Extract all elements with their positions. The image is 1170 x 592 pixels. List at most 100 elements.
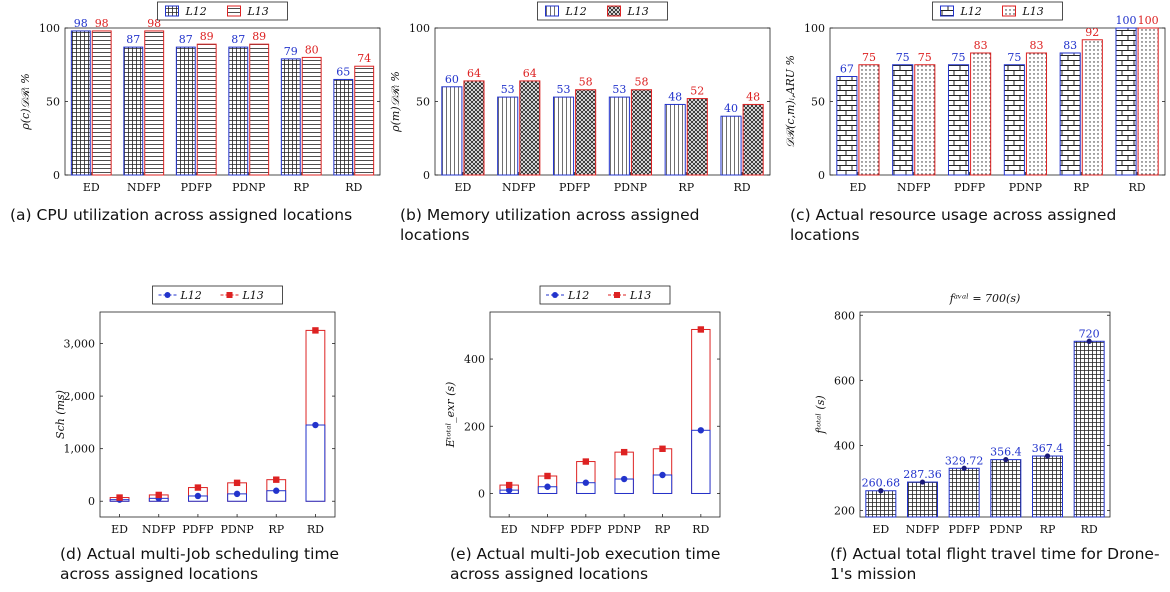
x-tick-label: PDNP bbox=[1009, 181, 1043, 194]
x-tick-label: RD bbox=[1081, 523, 1098, 536]
legend-label-L12: L12 bbox=[185, 5, 207, 18]
x-tick-label: RP bbox=[678, 181, 694, 194]
chart-panel-a: 0 50 100 ED 98 98 NDFP 87 98 PDFP 87 89 PDNP 87 89 RP 79… bbox=[0, 0, 390, 250]
caption-d: (d) Actual multi-Job scheduling time acr… bbox=[60, 545, 340, 583]
bar-L13-RP bbox=[1081, 39, 1103, 176]
legend bbox=[152, 285, 283, 305]
bar-L13-ED bbox=[91, 30, 112, 176]
caption-e: (e) Actual multi-Job execution time acro… bbox=[450, 545, 721, 583]
legend-label-L12: L12 bbox=[567, 289, 589, 302]
bar-L13-RD bbox=[354, 65, 375, 176]
marker-L13-PDFP bbox=[582, 458, 590, 465]
bar-L12-NDFP bbox=[497, 96, 519, 176]
x-tick-label: RP bbox=[1073, 181, 1089, 194]
data-label-L13-ED: 98 bbox=[95, 17, 109, 30]
data-label-L13-RP: 92 bbox=[1085, 26, 1099, 39]
data-label-L13-RP: 80 bbox=[305, 43, 319, 56]
y-tick-label: 200 bbox=[834, 504, 855, 517]
data-label-L13-ED: 64 bbox=[467, 67, 481, 80]
y-tick-label: 800 bbox=[834, 309, 855, 322]
data-label-L12-PDFP: 87 bbox=[179, 33, 193, 46]
y-tick-label: 200 bbox=[464, 420, 485, 433]
data-label-L12-PDNP: 87 bbox=[231, 33, 245, 46]
data-label-L13-PDNP: 58 bbox=[634, 76, 648, 89]
x-tick-label: NDFP bbox=[127, 181, 161, 194]
legend-swatch-L12 bbox=[545, 5, 559, 17]
marker-PDNP bbox=[1003, 457, 1009, 463]
bar-L13-PDNP bbox=[1025, 52, 1048, 176]
data-label-L12-RP: 48 bbox=[668, 90, 682, 103]
marker-L13-RD bbox=[312, 327, 319, 334]
data-label-L13-PDNP: 83 bbox=[1029, 39, 1043, 52]
marker-RD bbox=[1086, 338, 1092, 344]
legend-swatch-L13 bbox=[1002, 5, 1016, 17]
chart-d-svg: 0 1,000 2,000 3,000 ED NDFP PDFP PDNP RP RD Sch (m… bbox=[54, 285, 336, 536]
x-tick-label: RD bbox=[734, 181, 751, 194]
data-label-L12-ED: 98 bbox=[74, 17, 88, 30]
y-tick-label: 1,000 bbox=[64, 443, 96, 456]
bar-L13-NDFP bbox=[914, 64, 936, 176]
legend-swatch-L12 bbox=[165, 5, 179, 17]
data-label-L13-NDFP: 64 bbox=[523, 67, 537, 80]
marker-L12-RP bbox=[273, 487, 280, 494]
marker-ED bbox=[878, 488, 884, 494]
marker-L12-RD bbox=[697, 427, 705, 434]
data-label-L13-PDFP: 58 bbox=[579, 76, 593, 89]
bar-L13-PDNP bbox=[249, 43, 270, 176]
legend bbox=[537, 1, 668, 21]
bar-L12-RP bbox=[664, 103, 686, 176]
legend-swatch-L12 bbox=[164, 292, 171, 298]
x-tick-label: NDFP bbox=[906, 523, 940, 536]
y-tick-label: 50 bbox=[811, 96, 825, 109]
bar-L13-PDFP bbox=[970, 52, 992, 176]
y-tick-label: 50 bbox=[46, 96, 60, 109]
y-axis-label: 𝒟ℛ(c,m)ᵢ,ARU % bbox=[784, 55, 797, 148]
bar-L13-RD bbox=[1137, 27, 1159, 176]
bar-value-RD bbox=[1073, 340, 1105, 518]
legend-swatch-L12 bbox=[552, 292, 558, 298]
bar-L12-PDFP bbox=[552, 96, 575, 176]
bar-L13-RP bbox=[686, 98, 708, 176]
x-tick-label: PDNP bbox=[232, 181, 266, 194]
marker-L13-PDNP bbox=[233, 479, 241, 487]
bar-L12-PDNP bbox=[608, 96, 630, 176]
bar-L12-RD bbox=[1115, 27, 1137, 176]
legend-label-L13: L13 bbox=[627, 5, 649, 18]
data-label-L13-RD: 100 bbox=[1138, 14, 1159, 27]
x-tick-label: RD bbox=[307, 523, 324, 536]
x-tick-label: NDFP bbox=[142, 523, 176, 536]
y-tick-label: 400 bbox=[834, 439, 855, 452]
marker-L12-RP bbox=[659, 471, 666, 479]
legend-label-L12: L12 bbox=[565, 5, 587, 18]
bar-L12-ED bbox=[836, 76, 858, 176]
data-label-L13-NDFP: 75 bbox=[918, 51, 932, 64]
y-axis-label: Sch (ms) bbox=[54, 390, 67, 439]
legend-label-L12: L12 bbox=[960, 5, 982, 18]
marker-L13-ED bbox=[116, 494, 123, 501]
plot-frame bbox=[829, 27, 1166, 176]
x-tick-label: ED bbox=[872, 523, 889, 536]
x-tick-label: PDFP bbox=[181, 181, 213, 194]
bar-L12-RD bbox=[691, 429, 711, 494]
y-tick-label: 0 bbox=[478, 487, 485, 500]
chart-f-svg: 200 400 600 800 ED 260.68 NDFP 287.36 PDFP 329.72… bbox=[814, 292, 1111, 536]
x-tick-label: PDFP bbox=[570, 523, 602, 536]
y-tick-label: 2,000 bbox=[64, 390, 96, 403]
legend-label-L13: L13 bbox=[242, 289, 264, 302]
chart-c-svg: 0 50 100 ED 67 75 NDFP 75 75 PDFP 75 83 PDNP 75 83 RP 83… bbox=[784, 1, 1166, 194]
x-tick-label: ED bbox=[111, 523, 128, 536]
x-tick-label: PDNP bbox=[989, 523, 1023, 536]
marker-L12-PDFP bbox=[194, 492, 202, 500]
x-tick-label: RP bbox=[268, 523, 284, 536]
data-label-L12-PDNP: 53 bbox=[612, 83, 626, 96]
data-label-L12-PDFP: 53 bbox=[557, 83, 571, 96]
bar-L12-RP bbox=[1059, 52, 1081, 176]
chart-panel-e: 0 200 400 ED NDFP PDFP PDNP RP RD Eᵗᵒᵗᵃˡ_exr (s) L… bbox=[390, 282, 780, 592]
legend-swatch-L13 bbox=[614, 292, 620, 298]
y-axis-label: ρ(m)𝒟ℛᵢ % bbox=[389, 71, 402, 133]
data-label-L13-PDFP: 83 bbox=[974, 39, 988, 52]
y-axis-label: ρ(c)𝒟ℛᵢ % bbox=[19, 73, 32, 130]
y-axis-label: Eᵗᵒᵗᵃˡ_exr (s) bbox=[444, 382, 457, 449]
x-tick-label: ED bbox=[83, 181, 100, 194]
chart-panel-d: 0 1,000 2,000 3,000 ED NDFP PDFP PDNP RP RD Sch (m… bbox=[0, 282, 390, 592]
